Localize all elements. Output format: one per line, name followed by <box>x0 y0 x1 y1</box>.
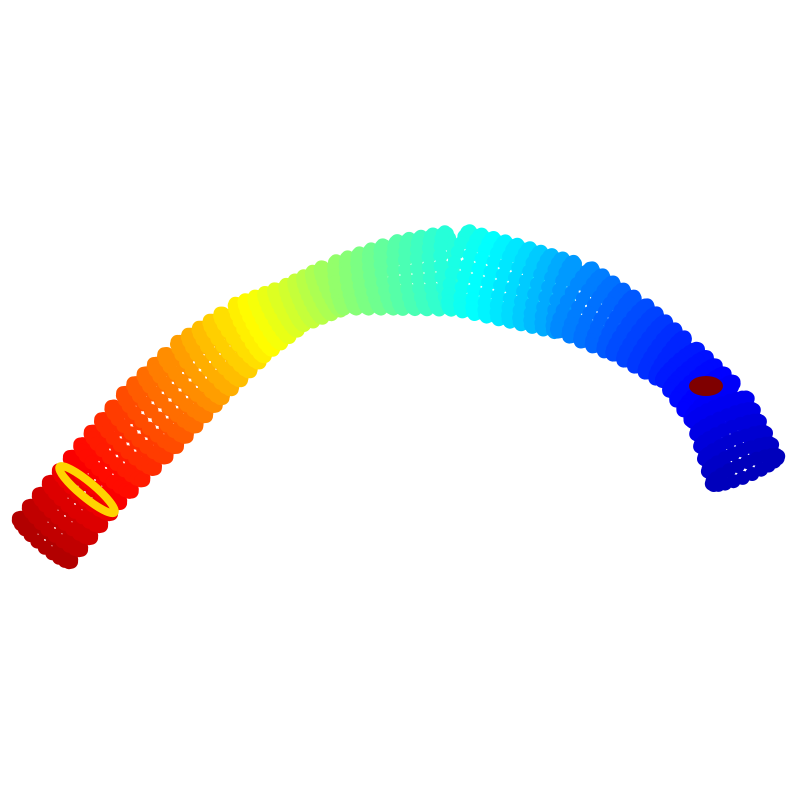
point-marker <box>157 450 171 465</box>
point-marker <box>213 391 228 406</box>
point-marker <box>92 519 106 534</box>
point-marker <box>705 474 720 489</box>
yellow-band <box>55 462 119 518</box>
point-marker <box>145 462 160 476</box>
point-marker <box>626 357 641 372</box>
point-marker <box>478 307 493 322</box>
dark-red-band <box>689 376 723 396</box>
point-marker <box>561 327 576 342</box>
point-marker <box>534 320 549 335</box>
point-marker <box>459 258 474 273</box>
point-marker <box>122 484 137 499</box>
point-marker <box>501 312 516 327</box>
point-marker <box>433 259 448 274</box>
point-marker <box>421 260 436 275</box>
point-marker <box>222 382 237 397</box>
point-marker <box>495 268 510 282</box>
point-marker <box>441 299 456 314</box>
point-marker <box>444 266 459 281</box>
point-marker <box>468 272 483 287</box>
point-marker <box>134 473 148 488</box>
point-marker <box>196 409 211 424</box>
point-marker <box>167 440 182 455</box>
point-marker <box>422 270 437 285</box>
point-marker <box>637 364 652 378</box>
dot-layer <box>11 224 786 570</box>
point-marker <box>410 261 425 276</box>
point-marker <box>453 302 468 317</box>
point-marker <box>177 429 192 444</box>
point-marker <box>512 315 527 330</box>
point-marker <box>72 543 86 558</box>
point-marker <box>523 317 538 332</box>
point-marker <box>616 351 630 366</box>
point-marker <box>493 278 507 293</box>
point-marker <box>483 265 498 279</box>
point-marker <box>433 248 448 263</box>
point-marker <box>584 337 599 352</box>
point-marker <box>82 531 96 546</box>
point-marker <box>241 364 256 379</box>
point-marker <box>465 305 480 319</box>
point-marker <box>481 275 495 290</box>
point-marker <box>573 332 588 347</box>
point-marker <box>186 419 201 434</box>
point-marker <box>605 345 620 360</box>
point-marker <box>421 249 436 264</box>
point-marker <box>398 262 413 277</box>
point-marker <box>409 251 424 266</box>
point-marker <box>447 255 462 270</box>
point-marker <box>549 322 564 337</box>
point-marker <box>456 269 471 284</box>
point-marker <box>471 261 486 276</box>
point-marker <box>62 555 76 570</box>
point-marker <box>231 373 246 388</box>
point-marker <box>490 310 505 325</box>
